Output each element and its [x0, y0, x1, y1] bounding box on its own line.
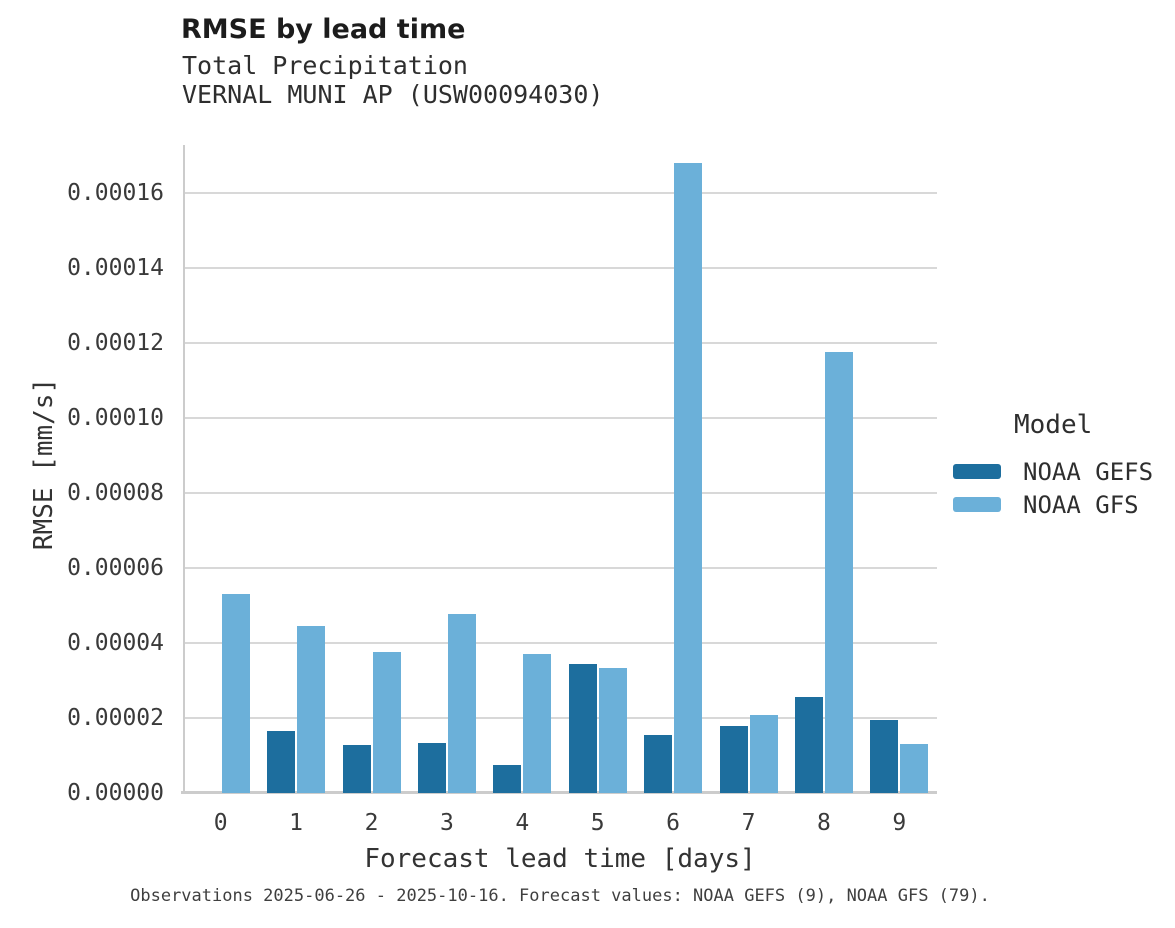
x-tick-label-lead-9: 9: [892, 810, 907, 836]
bar-noaa-gefs-lead-4: [493, 764, 522, 793]
bar-noaa-gefs-lead-1: [267, 731, 296, 793]
chart-title: RMSE by lead time: [181, 14, 466, 45]
x-tick-label-lead-0: 0: [213, 810, 228, 836]
x-tick-label-lead-2: 2: [364, 810, 379, 836]
bar-noaa-gfs-lead-4: [523, 654, 552, 793]
y-tick-label: 0.00016: [67, 179, 164, 206]
x-tick-label-lead-6: 6: [666, 810, 681, 836]
legend-entry-noaa-gfs: NOAA GFS: [953, 488, 1153, 521]
y-tick-label: 0.00004: [67, 629, 164, 656]
x-tick-label-lead-5: 5: [590, 810, 605, 836]
plot-area: [181, 145, 937, 794]
y-tick-label: 0.00006: [67, 554, 164, 581]
chart-subtitle-station: VERNAL MUNI AP (USW00094030): [182, 80, 604, 109]
gridline: [183, 641, 937, 644]
bar-noaa-gfs-lead-8: [824, 352, 853, 793]
gridline: [183, 266, 937, 269]
x-tick-label-lead-4: 4: [515, 810, 530, 836]
x-axis-spine: [181, 791, 937, 794]
x-tick-label-lead-1: 1: [289, 810, 304, 836]
bar-noaa-gefs-lead-6: [644, 734, 673, 793]
y-tick-label: 0.00002: [67, 704, 164, 731]
x-tick-label-lead-3: 3: [439, 810, 454, 836]
y-axis-spine: [183, 145, 185, 793]
legend-entry-noaa-gefs: NOAA GEFS: [953, 455, 1153, 488]
chart-subtitle-variable: Total Precipitation: [182, 51, 468, 80]
gridline: [183, 341, 937, 344]
y-tick-label: 0.00008: [67, 479, 164, 506]
caption: Observations 2025-06-26 - 2025-10-16. Fo…: [130, 886, 990, 906]
legend-label-noaa-gefs: NOAA GEFS: [1023, 457, 1154, 486]
gridline: [183, 566, 937, 569]
gridline: [183, 491, 937, 494]
y-tick-label: 0.00012: [67, 329, 164, 356]
gridline: [183, 191, 937, 194]
bar-noaa-gefs-lead-2: [342, 744, 371, 793]
y-tick-label: 0.00000: [67, 780, 164, 806]
bar-noaa-gfs-lead-7: [749, 714, 778, 793]
y-axis-label: RMSE [mm/s]: [29, 377, 59, 551]
bar-noaa-gfs-lead-9: [900, 744, 929, 793]
bar-noaa-gfs-lead-2: [372, 651, 401, 793]
bar-noaa-gfs-lead-0: [221, 594, 250, 793]
x-axis-label: Forecast lead time [days]: [364, 844, 756, 874]
gridline: [183, 416, 937, 419]
bar-noaa-gefs-lead-8: [794, 696, 823, 793]
x-tick-label-lead-8: 8: [816, 810, 831, 836]
y-tick-label: 0.00010: [67, 404, 164, 431]
bar-noaa-gefs-lead-9: [870, 719, 899, 793]
y-tick-label: 0.00014: [67, 254, 164, 281]
legend-label-noaa-gfs: NOAA GFS: [1023, 490, 1139, 519]
bar-noaa-gefs-lead-7: [719, 725, 748, 793]
bar-noaa-gfs-lead-3: [447, 614, 476, 793]
bar-noaa-gfs-lead-6: [674, 162, 703, 793]
legend: Model NOAA GEFS NOAA GFS: [953, 410, 1153, 521]
legend-swatch-noaa-gfs-icon: [953, 497, 1001, 512]
legend-title: Model: [1014, 410, 1093, 440]
bar-noaa-gefs-lead-3: [417, 743, 446, 793]
x-tick-label-lead-7: 7: [741, 810, 756, 836]
gridline: [183, 716, 937, 719]
bar-noaa-gfs-lead-1: [297, 626, 326, 793]
bar-noaa-gefs-lead-5: [568, 664, 597, 793]
legend-swatch-noaa-gefs-icon: [953, 464, 1001, 479]
bar-noaa-gfs-lead-5: [598, 668, 627, 793]
